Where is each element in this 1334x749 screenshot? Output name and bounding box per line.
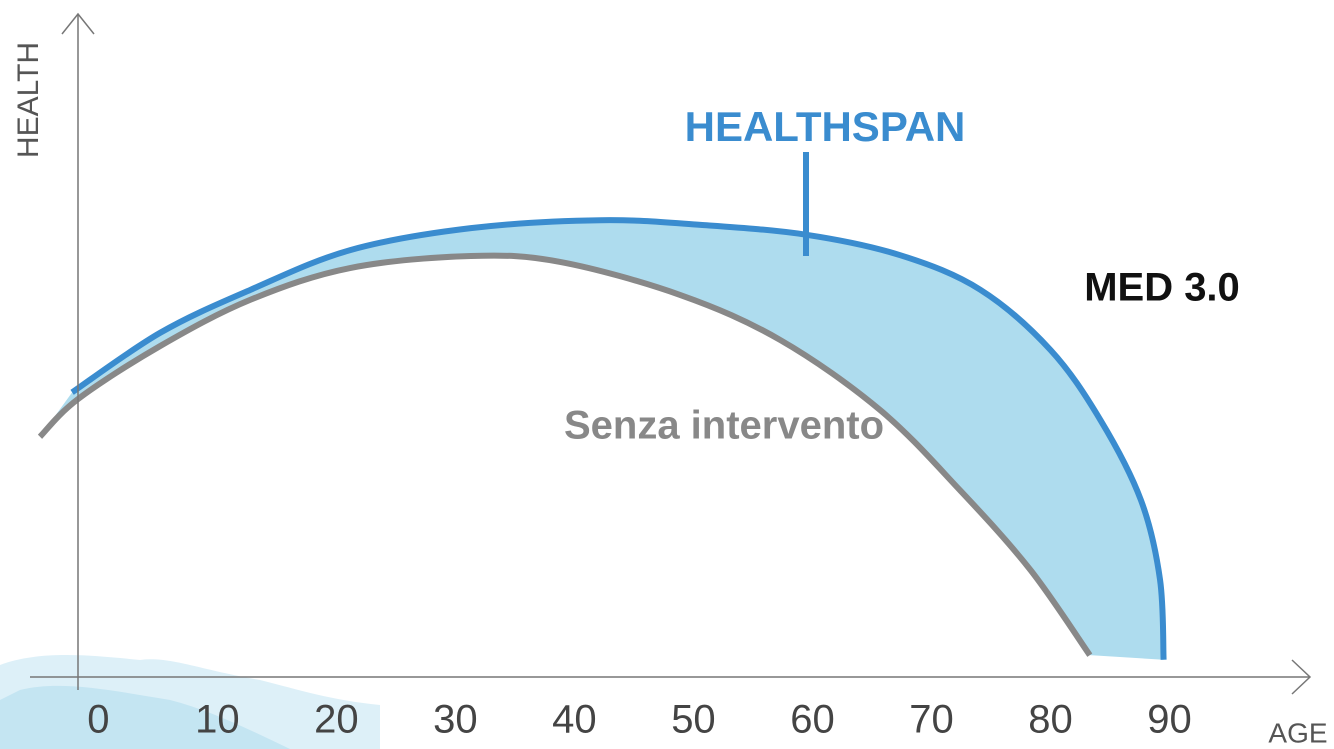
x-tick-label: 40 (552, 698, 597, 742)
series-label: MED 3.0 (1084, 266, 1240, 310)
page: HEALTH AGE HEALTHSPAN MED 3.0 Senza inte… (0, 0, 1334, 749)
series-label: Senza intervento (564, 404, 884, 448)
x-tick-label: 50 (671, 698, 716, 742)
x-axis-label: AGE (1268, 717, 1327, 748)
x-tick-label: 80 (1028, 698, 1073, 742)
y-axis-label: HEALTH (12, 42, 45, 158)
chart: HEALTH AGE HEALTHSPAN MED 3.0 Senza inte… (0, 0, 1334, 749)
annotation: HEALTHSPAN (685, 103, 966, 150)
x-tick-label: 30 (433, 698, 478, 742)
x-tick-label: 0 (87, 698, 109, 742)
x-tick-label: 90 (1147, 698, 1192, 742)
x-tick-label: 70 (909, 698, 954, 742)
x-tick-label: 10 (195, 698, 240, 742)
x-tick-label: 20 (314, 698, 359, 742)
x-tick-label: 60 (790, 698, 835, 742)
